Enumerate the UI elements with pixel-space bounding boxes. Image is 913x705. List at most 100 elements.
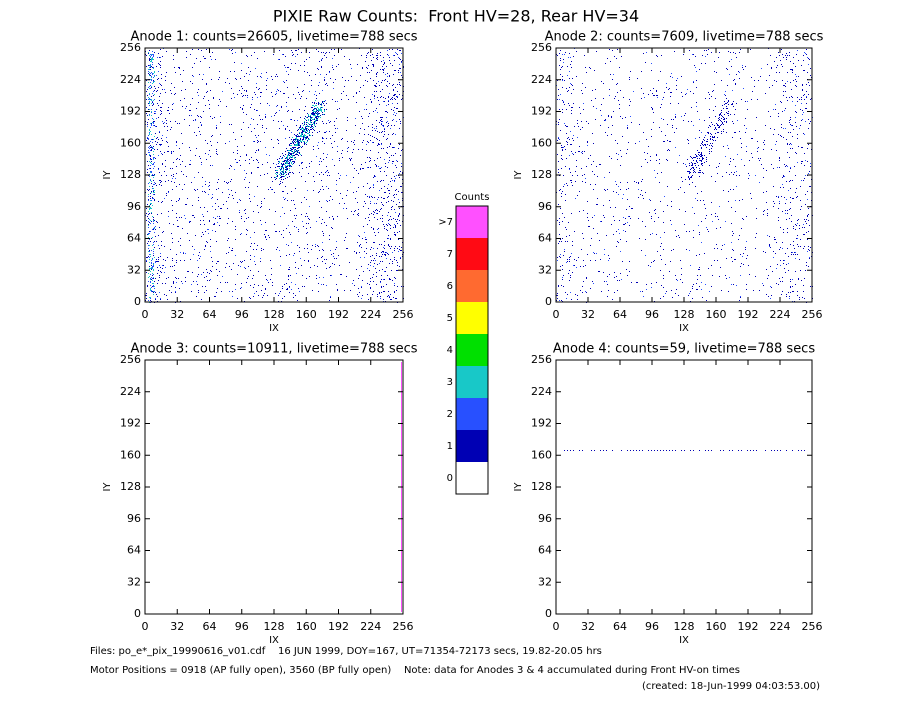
y-tick-label: 256	[120, 353, 141, 366]
x-tick-label: 192	[328, 308, 349, 321]
x-tick-label: 224	[360, 620, 381, 633]
colorbar-label: 5	[447, 313, 453, 324]
colorbar-swatch	[456, 462, 488, 494]
x-tick-label: 224	[360, 308, 381, 321]
y-axis-label: IY	[513, 170, 524, 180]
x-axis-label: IX	[679, 635, 689, 646]
x-tick-label: 192	[738, 308, 759, 321]
y-tick-label: 96	[127, 512, 141, 525]
x-tick-label: 192	[328, 620, 349, 633]
colorbar-label: 4	[447, 345, 453, 356]
x-tick-label: 160	[296, 308, 317, 321]
x-tick-label: 256	[802, 308, 823, 321]
y-tick-label: 32	[127, 575, 141, 588]
x-tick-label: 96	[235, 308, 249, 321]
y-tick-label: 256	[531, 41, 552, 54]
x-tick-label: 128	[674, 620, 695, 633]
y-tick-label: 224	[120, 73, 141, 86]
x-tick-label: 0	[553, 308, 560, 321]
y-tick-label: 32	[538, 575, 552, 588]
colorbar-label: 6	[447, 281, 453, 292]
x-tick-label: 64	[203, 308, 217, 321]
x-tick-label: 192	[738, 620, 759, 633]
y-tick-label: 64	[538, 232, 552, 245]
x-tick-label: 96	[235, 620, 249, 633]
colorbar-label: >7	[438, 217, 453, 228]
y-tick-label: 160	[531, 136, 552, 149]
y-axis-label: IY	[513, 482, 524, 492]
x-axis-label: IX	[269, 635, 279, 646]
y-tick-label: 224	[531, 73, 552, 86]
x-tick-label: 0	[142, 620, 149, 633]
colorbar-swatch	[456, 238, 488, 270]
x-tick-label: 64	[613, 308, 627, 321]
x-tick-label: 256	[393, 308, 414, 321]
colorbar-swatch	[456, 206, 488, 238]
y-tick-label: 224	[531, 385, 552, 398]
colorbar-title: Counts	[455, 192, 490, 203]
x-tick-label: 160	[706, 620, 727, 633]
x-tick-label: 64	[613, 620, 627, 633]
y-tick-label: 64	[127, 232, 141, 245]
x-tick-label: 96	[645, 308, 659, 321]
y-tick-label: 128	[120, 168, 141, 181]
x-tick-label: 128	[264, 620, 285, 633]
y-tick-label: 192	[531, 417, 552, 430]
page-title: PIXIE Raw Counts: Front HV=28, Rear HV=3…	[273, 7, 639, 26]
colorbar-label: 2	[447, 409, 453, 420]
x-tick-label: 128	[674, 308, 695, 321]
y-tick-label: 128	[531, 168, 552, 181]
y-tick-label: 96	[127, 200, 141, 213]
y-tick-label: 0	[134, 607, 141, 620]
count-pixels	[556, 48, 813, 303]
y-axis-label: IY	[102, 170, 113, 180]
x-tick-label: 32	[170, 620, 184, 633]
panel-title: Anode 4: counts=59, livetime=788 secs	[553, 342, 815, 357]
x-tick-label: 0	[142, 308, 149, 321]
colorbar-label: 3	[447, 377, 453, 388]
y-tick-label: 64	[127, 544, 141, 557]
colorbar-label: 7	[447, 249, 453, 260]
colorbar-swatch	[456, 430, 488, 462]
colorbar-swatch	[456, 334, 488, 366]
footer-created: (created: 18-Jun-1999 04:03:53.00)	[642, 681, 820, 692]
y-tick-label: 0	[545, 607, 552, 620]
colorbar-label: 0	[447, 473, 453, 484]
y-tick-label: 0	[545, 295, 552, 308]
colorbar-label: 1	[447, 441, 453, 452]
y-tick-label: 128	[531, 480, 552, 493]
x-tick-label: 256	[802, 620, 823, 633]
y-tick-label: 160	[531, 448, 552, 461]
x-tick-label: 128	[264, 308, 285, 321]
x-tick-label: 160	[296, 620, 317, 633]
colorbar-frame	[455, 205, 489, 495]
count-pixels	[564, 450, 805, 451]
x-tick-label: 224	[770, 308, 791, 321]
x-tick-label: 96	[645, 620, 659, 633]
y-tick-label: 192	[120, 417, 141, 430]
x-tick-label: 32	[581, 620, 595, 633]
x-axis-label: IX	[269, 323, 279, 334]
x-tick-label: 256	[393, 620, 414, 633]
x-tick-label: 64	[203, 620, 217, 633]
colorbar-swatch	[456, 366, 488, 398]
x-tick-label: 160	[706, 308, 727, 321]
y-tick-label: 32	[538, 263, 552, 276]
x-tick-label: 0	[553, 620, 560, 633]
y-axis-label: IY	[102, 482, 113, 492]
y-tick-label: 96	[538, 200, 552, 213]
panel-title: Anode 3: counts=10911, livetime=788 secs	[130, 342, 417, 357]
y-tick-label: 224	[120, 385, 141, 398]
y-tick-label: 128	[120, 480, 141, 493]
y-tick-label: 64	[538, 544, 552, 557]
panel-title: Anode 1: counts=26605, livetime=788 secs	[130, 30, 417, 45]
x-tick-label: 224	[770, 620, 791, 633]
colorbar-swatch	[456, 302, 488, 334]
x-tick-label: 32	[170, 308, 184, 321]
x-axis-label: IX	[679, 323, 689, 334]
panel-title: Anode 2: counts=7609, livetime=788 secs	[545, 30, 824, 45]
y-tick-label: 192	[120, 105, 141, 118]
colorbar-swatch	[456, 270, 488, 302]
